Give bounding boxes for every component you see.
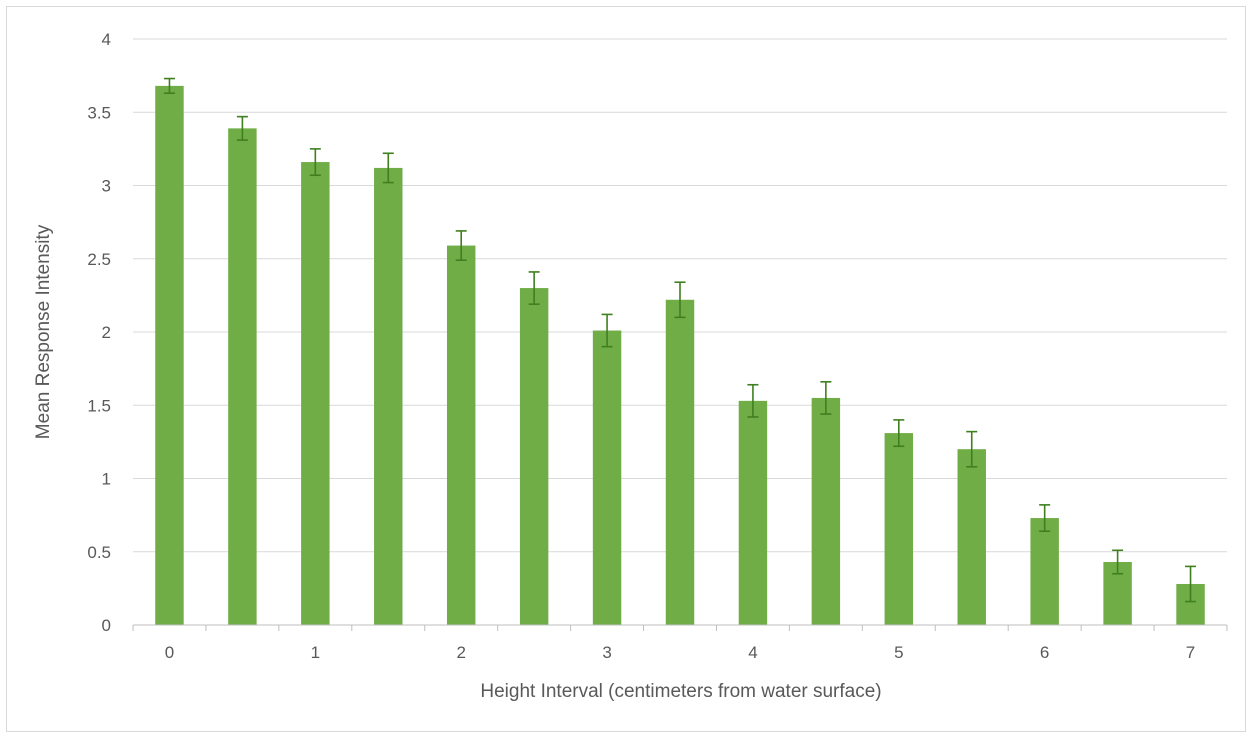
y-tick-label: 0: [102, 616, 111, 635]
bar: [592, 330, 622, 625]
error-bar: [309, 148, 321, 177]
error-bar: [674, 281, 686, 319]
bar: [1030, 518, 1059, 625]
y-axis-title: Mean Response Intensity: [33, 224, 54, 439]
bar: [811, 397, 841, 625]
error-bars: [163, 77, 1197, 603]
x-tick-label: 0: [165, 643, 174, 662]
x-tick-label: 4: [748, 643, 757, 662]
x-tick-label: 7: [1186, 643, 1195, 662]
bar: [446, 245, 476, 625]
error-bar: [528, 271, 540, 305]
error-bar: [1039, 504, 1051, 533]
y-tick-label: 1.5: [87, 396, 111, 415]
chart-frame: 0 0.5 1 1.5 2 2.5 3 3.5 4 0 1 2 3 4 5 6 7 Mean Response …: [6, 6, 1246, 732]
error-bar: [820, 381, 832, 415]
axes: 0 0.5 1 1.5 2 2.5 3 3.5 4 0 1 2 3 4 5 6 7: [87, 30, 1228, 662]
error-bar: [236, 115, 248, 141]
bar: [155, 85, 184, 625]
y-tick-label: 3: [102, 177, 111, 196]
error-bar: [893, 419, 905, 448]
bar: [884, 433, 914, 625]
y-tick-label: 2: [102, 323, 111, 342]
error-bar: [163, 77, 175, 95]
bar: [519, 288, 549, 625]
error-bar: [601, 313, 613, 348]
error-bar: [966, 430, 978, 468]
x-tick-label: 1: [311, 643, 320, 662]
x-tick-label: 5: [894, 643, 903, 662]
bar: [228, 128, 257, 625]
x-tick-label: 2: [456, 643, 465, 662]
y-tick-label: 4: [102, 30, 111, 49]
y-tick-label: 2.5: [87, 250, 111, 269]
error-bar: [382, 152, 394, 184]
bar: [374, 167, 403, 626]
y-tick-label: 1: [102, 470, 111, 489]
error-bar: [455, 230, 467, 262]
y-tick-label: 3.5: [87, 103, 111, 122]
error-bar: [747, 383, 759, 418]
x-tick-label: 6: [1040, 643, 1049, 662]
bar: [301, 162, 330, 625]
error-bar: [1112, 549, 1124, 575]
x-tick-label: 3: [602, 643, 611, 662]
bar: [665, 299, 695, 625]
y-tick-label: 0.5: [87, 543, 111, 562]
error-bar: [1185, 565, 1197, 603]
bar: [957, 449, 986, 625]
bars: [155, 85, 1205, 626]
bar-chart: 0 0.5 1 1.5 2 2.5 3 3.5 4 0 1 2 3 4 5 6 7 Mean Response …: [33, 30, 1228, 702]
bar: [738, 400, 768, 625]
x-axis-title: Height Interval (centimeters from water …: [480, 681, 881, 702]
